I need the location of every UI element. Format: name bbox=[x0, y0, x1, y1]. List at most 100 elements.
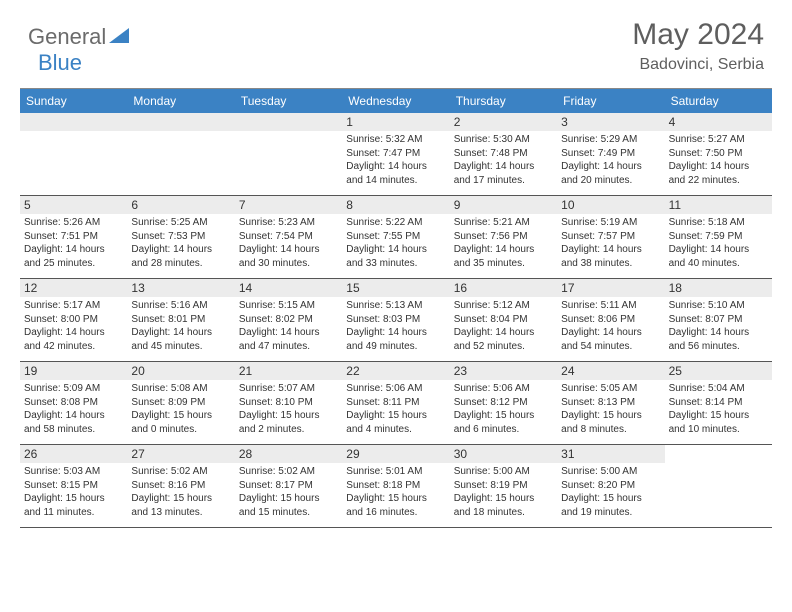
daylight-line-1: Daylight: 14 hours bbox=[346, 243, 445, 257]
day-cell bbox=[127, 113, 234, 195]
sunrise-line: Sunrise: 5:27 AM bbox=[669, 133, 768, 147]
daynum-row: 28 bbox=[235, 445, 342, 463]
day-number: 6 bbox=[131, 198, 230, 212]
day-info: Sunrise: 5:16 AMSunset: 8:01 PMDaylight:… bbox=[131, 299, 230, 353]
dayname-row: Sunday Monday Tuesday Wednesday Thursday… bbox=[20, 89, 772, 113]
day-number: 4 bbox=[669, 115, 768, 129]
sunrise-line: Sunrise: 5:26 AM bbox=[24, 216, 123, 230]
day-number: 8 bbox=[346, 198, 445, 212]
daynum-row: 6 bbox=[127, 196, 234, 214]
daynum-row: 8 bbox=[342, 196, 449, 214]
daylight-line-2: and 18 minutes. bbox=[454, 506, 553, 520]
daylight-line-1: Daylight: 14 hours bbox=[346, 160, 445, 174]
daylight-line-1: Daylight: 14 hours bbox=[669, 160, 768, 174]
daylight-line-2: and 20 minutes. bbox=[561, 174, 660, 188]
day-number: 16 bbox=[454, 281, 553, 295]
sunset-line: Sunset: 8:18 PM bbox=[346, 479, 445, 493]
daylight-line-2: and 45 minutes. bbox=[131, 340, 230, 354]
day-info: Sunrise: 5:00 AMSunset: 8:19 PMDaylight:… bbox=[454, 465, 553, 519]
day-info: Sunrise: 5:08 AMSunset: 8:09 PMDaylight:… bbox=[131, 382, 230, 436]
sunrise-line: Sunrise: 5:07 AM bbox=[239, 382, 338, 396]
daylight-line-2: and 25 minutes. bbox=[24, 257, 123, 271]
day-cell: 12Sunrise: 5:17 AMSunset: 8:00 PMDayligh… bbox=[20, 279, 127, 361]
sunset-line: Sunset: 8:11 PM bbox=[346, 396, 445, 410]
daylight-line-2: and 16 minutes. bbox=[346, 506, 445, 520]
day-number: 11 bbox=[669, 198, 768, 212]
daylight-line-1: Daylight: 14 hours bbox=[454, 326, 553, 340]
day-info: Sunrise: 5:27 AMSunset: 7:50 PMDaylight:… bbox=[669, 133, 768, 187]
day-info: Sunrise: 5:04 AMSunset: 8:14 PMDaylight:… bbox=[669, 382, 768, 436]
daylight-line-1: Daylight: 15 hours bbox=[239, 492, 338, 506]
daylight-line-2: and 40 minutes. bbox=[669, 257, 768, 271]
sunset-line: Sunset: 8:20 PM bbox=[561, 479, 660, 493]
daylight-line-2: and 38 minutes. bbox=[561, 257, 660, 271]
daynum-row: 18 bbox=[665, 279, 772, 297]
daylight-line-1: Daylight: 14 hours bbox=[131, 326, 230, 340]
daynum-row: 26 bbox=[20, 445, 127, 463]
day-cell: 4 Sunrise: 5:27 AMSunset: 7:50 PMDaylight… bbox=[665, 113, 772, 195]
daynum-row: 22 bbox=[342, 362, 449, 380]
sunrise-line: Sunrise: 5:23 AM bbox=[239, 216, 338, 230]
daynum-row-empty bbox=[20, 113, 127, 131]
week-row: 19Sunrise: 5:09 AMSunset: 8:08 PMDayligh… bbox=[20, 362, 772, 445]
day-number: 15 bbox=[346, 281, 445, 295]
daylight-line-2: and 8 minutes. bbox=[561, 423, 660, 437]
location-label: Badovinci, Serbia bbox=[632, 56, 764, 74]
day-cell: 9Sunrise: 5:21 AMSunset: 7:56 PMDaylight… bbox=[450, 196, 557, 278]
sunset-line: Sunset: 8:07 PM bbox=[669, 313, 768, 327]
daylight-line-2: and 28 minutes. bbox=[131, 257, 230, 271]
sunset-line: Sunset: 7:55 PM bbox=[346, 230, 445, 244]
day-number: 27 bbox=[131, 447, 230, 461]
daylight-line-1: Daylight: 14 hours bbox=[24, 326, 123, 340]
day-info: Sunrise: 5:32 AMSunset: 7:47 PMDaylight:… bbox=[346, 133, 445, 187]
daynum-row: 1 bbox=[342, 113, 449, 131]
daylight-line-1: Daylight: 14 hours bbox=[561, 160, 660, 174]
sunrise-line: Sunrise: 5:13 AM bbox=[346, 299, 445, 313]
sunrise-line: Sunrise: 5:09 AM bbox=[24, 382, 123, 396]
daynum-row: 27 bbox=[127, 445, 234, 463]
title-block: May 2024 Badovinci, Serbia bbox=[632, 18, 764, 74]
sunset-line: Sunset: 7:57 PM bbox=[561, 230, 660, 244]
day-cell: 19Sunrise: 5:09 AMSunset: 8:08 PMDayligh… bbox=[20, 362, 127, 444]
day-info: Sunrise: 5:06 AMSunset: 8:12 PMDaylight:… bbox=[454, 382, 553, 436]
daylight-line-1: Daylight: 15 hours bbox=[24, 492, 123, 506]
day-number: 21 bbox=[239, 364, 338, 378]
day-number: 13 bbox=[131, 281, 230, 295]
day-info: Sunrise: 5:30 AMSunset: 7:48 PMDaylight:… bbox=[454, 133, 553, 187]
day-cell: 24Sunrise: 5:05 AMSunset: 8:13 PMDayligh… bbox=[557, 362, 664, 444]
day-info: Sunrise: 5:19 AMSunset: 7:57 PMDaylight:… bbox=[561, 216, 660, 270]
sunset-line: Sunset: 8:14 PM bbox=[669, 396, 768, 410]
sunset-line: Sunset: 8:17 PM bbox=[239, 479, 338, 493]
daylight-line-2: and 4 minutes. bbox=[346, 423, 445, 437]
day-number: 19 bbox=[24, 364, 123, 378]
day-number: 29 bbox=[346, 447, 445, 461]
daylight-line-1: Daylight: 14 hours bbox=[454, 160, 553, 174]
sunset-line: Sunset: 8:19 PM bbox=[454, 479, 553, 493]
daylight-line-2: and 0 minutes. bbox=[131, 423, 230, 437]
daylight-line-2: and 54 minutes. bbox=[561, 340, 660, 354]
day-cell: 6Sunrise: 5:25 AMSunset: 7:53 PMDaylight… bbox=[127, 196, 234, 278]
daynum-row-empty bbox=[235, 113, 342, 131]
sunset-line: Sunset: 8:09 PM bbox=[131, 396, 230, 410]
sunset-line: Sunset: 7:47 PM bbox=[346, 147, 445, 161]
sunrise-line: Sunrise: 5:02 AM bbox=[131, 465, 230, 479]
daylight-line-1: Daylight: 15 hours bbox=[454, 409, 553, 423]
daynum-row: 20 bbox=[127, 362, 234, 380]
daylight-line-2: and 13 minutes. bbox=[131, 506, 230, 520]
day-info: Sunrise: 5:03 AMSunset: 8:15 PMDaylight:… bbox=[24, 465, 123, 519]
daylight-line-2: and 17 minutes. bbox=[454, 174, 553, 188]
weeks-container: 1Sunrise: 5:32 AMSunset: 7:47 PMDaylight… bbox=[20, 113, 772, 528]
day-number: 23 bbox=[454, 364, 553, 378]
sunset-line: Sunset: 7:54 PM bbox=[239, 230, 338, 244]
day-number: 30 bbox=[454, 447, 553, 461]
sunrise-line: Sunrise: 5:25 AM bbox=[131, 216, 230, 230]
day-info: Sunrise: 5:05 AMSunset: 8:13 PMDaylight:… bbox=[561, 382, 660, 436]
daylight-line-1: Daylight: 14 hours bbox=[454, 243, 553, 257]
daylight-line-2: and 14 minutes. bbox=[346, 174, 445, 188]
sunrise-line: Sunrise: 5:29 AM bbox=[561, 133, 660, 147]
sunrise-line: Sunrise: 5:32 AM bbox=[346, 133, 445, 147]
daylight-line-1: Daylight: 14 hours bbox=[346, 326, 445, 340]
sunrise-line: Sunrise: 5:01 AM bbox=[346, 465, 445, 479]
sunrise-line: Sunrise: 5:21 AM bbox=[454, 216, 553, 230]
daynum-row: 7 bbox=[235, 196, 342, 214]
